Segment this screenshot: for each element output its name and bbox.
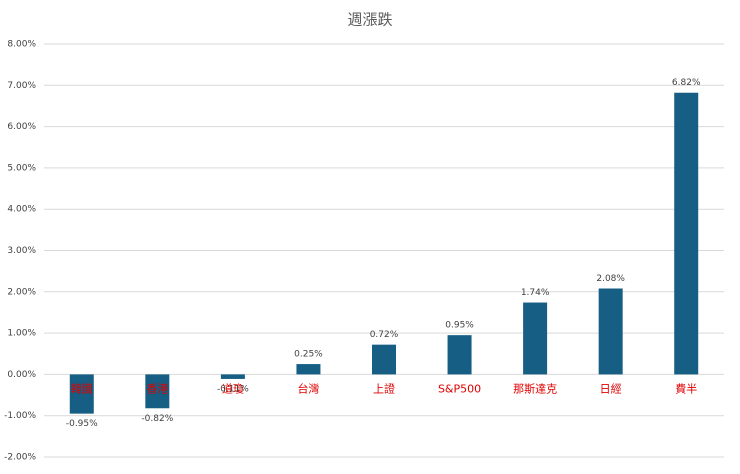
x-tick-label: 台灣: [297, 381, 319, 395]
value-label: 6.82%: [672, 78, 701, 88]
value-label: 0.95%: [445, 321, 474, 331]
y-tick-label: 1.00%: [7, 329, 36, 339]
x-tick-label: 韓國: [71, 382, 93, 395]
bar: [372, 344, 396, 375]
y-tick-label: 8.00%: [7, 40, 36, 50]
value-label: -0.11%: [217, 384, 249, 394]
y-tick-label: 7.00%: [7, 81, 36, 91]
value-label: 1.74%: [521, 288, 550, 298]
value-label: 2.08%: [596, 274, 625, 284]
x-tick-label: 道瓊: [222, 381, 244, 395]
x-tick-label: S&P500: [438, 382, 481, 395]
y-tick-label: -2.00%: [4, 453, 36, 463]
bar: [598, 288, 623, 375]
x-tick-label: 香港: [146, 382, 168, 395]
chart-title: 週漲跌: [347, 11, 392, 29]
bar: [69, 374, 94, 414]
y-tick-label: 3.00%: [7, 246, 36, 256]
y-tick-label: 0.00%: [7, 370, 36, 380]
y-tick-label: 4.00%: [7, 205, 36, 215]
x-tick-label: 費半: [675, 381, 697, 395]
bar: [447, 335, 472, 375]
y-tick-label: 6.00%: [7, 122, 36, 132]
y-tick-label: 5.00%: [7, 163, 36, 173]
value-label: 0.25%: [294, 350, 323, 360]
bar: [296, 364, 321, 375]
x-tick-label: 日經: [600, 381, 622, 395]
y-tick-label: -1.00%: [4, 411, 36, 421]
bar: [523, 302, 548, 375]
value-label: 0.72%: [370, 330, 399, 340]
value-label: -0.95%: [66, 419, 98, 429]
x-tick-label: 上證: [373, 381, 395, 395]
bar: [145, 374, 170, 409]
x-tick-label: 那斯達克: [513, 382, 557, 395]
y-tick-label: 2.00%: [7, 287, 36, 297]
bar: [220, 374, 245, 379]
value-label: -0.82%: [141, 414, 173, 424]
bar: [674, 92, 699, 375]
